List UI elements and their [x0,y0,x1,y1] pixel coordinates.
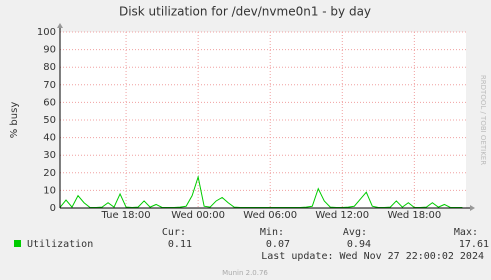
marks [59,175,463,209]
y-tick-label: 70 [43,80,56,91]
x-tick-label: Wed 00:00 [171,210,225,221]
legend: Utilization Cur: Min: Avg: Max: 0.11 0.07 0.94 1… [14,227,489,250]
x-tick-label: Tue 18:00 [101,210,151,221]
watermark: RRDTOOL / TOBI OETIKER [479,75,487,165]
grid [60,31,466,209]
summary-header: Cur: [162,227,186,238]
plot-area [60,32,466,208]
y-tick-label: 0 [50,203,56,214]
series-line [59,175,463,209]
y-tick-label: 100 [37,27,56,38]
summary-value: 0.94 [347,239,371,250]
x-tick-label: Wed 12:00 [315,210,369,221]
legend-swatch [14,240,21,247]
y-tick-label: 80 [43,62,56,73]
y-tick-label: 40 [43,133,56,144]
legend-label: Utilization [27,239,93,250]
summary-header: Max: [454,227,478,238]
y-axis-arrow [57,23,63,28]
summary-header: Min: [260,227,284,238]
chart-title: Disk utilization for /dev/nvme0n1 - by d… [119,5,371,19]
summary-header: Avg: [343,227,367,238]
x-axis-arrow [470,205,475,211]
summary-value: 17.61 [459,239,489,250]
summary-value: 0.11 [168,239,192,250]
y-tick-label: 30 [43,150,56,161]
footer: Munin 2.0.76 [222,269,268,277]
y-tick-label: 50 [43,115,56,126]
last-update: Last update: Wed Nov 27 22:00:02 2024 [261,251,484,262]
y-tick-label: 20 [43,168,56,179]
x-tick-label: Wed 06:00 [243,210,297,221]
y-tick-label: 90 [43,45,56,56]
y-tick-label: 10 [43,185,56,196]
y-tick-label: 60 [43,97,56,108]
summary-value: 0.07 [266,239,290,250]
x-tick-label: Wed 18:00 [387,210,441,221]
y-axis-label: % busy [9,102,20,139]
